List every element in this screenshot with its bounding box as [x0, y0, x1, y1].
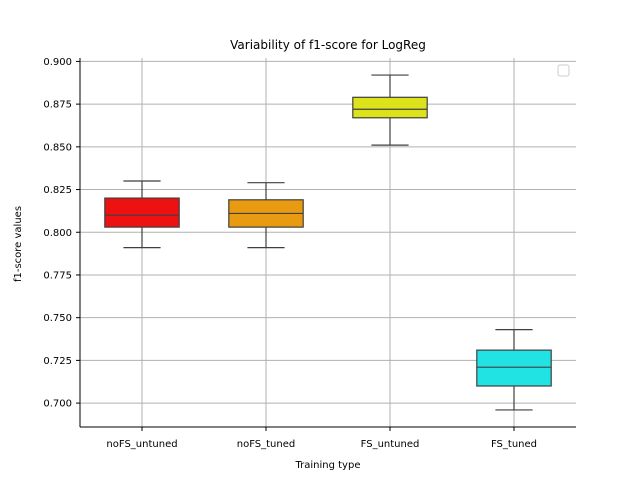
- box-FS_untuned: [352, 74, 428, 146]
- x-tick-label: FS_tuned: [491, 439, 537, 450]
- box-FS_tuned: [476, 329, 552, 411]
- chart-title: Variability of f1-score for LogReg: [230, 38, 426, 52]
- box-noFS_tuned: [228, 182, 304, 249]
- axes: [79, 58, 576, 428]
- x-tick-label: noFS_untuned: [106, 439, 177, 450]
- y-tick-label: 0.850: [43, 142, 72, 153]
- y-tick-label: 0.700: [43, 399, 72, 410]
- y-tick-label: 0.775: [43, 270, 72, 281]
- y-tick-label: 0.725: [43, 356, 72, 367]
- x-tick-label: noFS_tuned: [237, 439, 295, 450]
- x-tick-label: FS_untuned: [361, 439, 420, 450]
- y-ticks: 0.700 0.725 0.750 0.775 0.800 0.825 0.850 0.875…: [43, 57, 80, 410]
- y-tick-label: 0.800: [43, 228, 72, 239]
- legend-box: [557, 64, 570, 77]
- y-tick-label: 0.825: [43, 185, 72, 196]
- y-tick-label: 0.900: [43, 57, 72, 68]
- y-tick-label: 0.875: [43, 100, 72, 111]
- y-tick-label: 0.750: [43, 313, 72, 324]
- box-body: [352, 96, 428, 119]
- boxes: [104, 74, 552, 411]
- box-body: [104, 197, 180, 228]
- y-axis-label: f1-score values: [13, 206, 24, 282]
- box-body: [476, 349, 552, 387]
- x-axis-label: Training type: [295, 460, 361, 471]
- box-noFS_untuned: [104, 180, 180, 249]
- x-ticks: noFS_untuned noFS_tuned FS_untuned FS_tuned: [106, 427, 537, 450]
